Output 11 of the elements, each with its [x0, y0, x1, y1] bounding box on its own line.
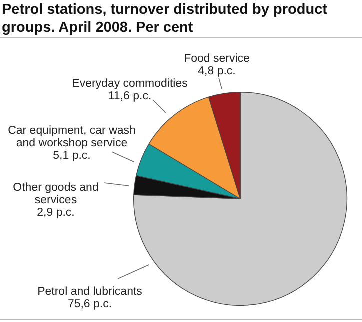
- chart-title: Petrol stations, turnover distributed by product groups. April 2008. Per cent: [2, 1, 328, 37]
- slice-label: Everyday commodities: [72, 78, 188, 90]
- data-label: 4,8 p.c.: [198, 65, 236, 78]
- slice-label: Car equipment, car wash and workshop service: [8, 124, 136, 150]
- data-label: 5,1 p.c.: [53, 150, 91, 162]
- data-label: 2,9 p.c.: [37, 206, 75, 219]
- slice-label: Petrol and lubricants: [38, 286, 143, 298]
- data-label: 75,6 p.c.: [68, 298, 112, 310]
- slice-label: Food service: [184, 52, 250, 65]
- data-label: 11,6 p.c.: [108, 90, 152, 102]
- slice-label: Other goods and services: [13, 182, 99, 206]
